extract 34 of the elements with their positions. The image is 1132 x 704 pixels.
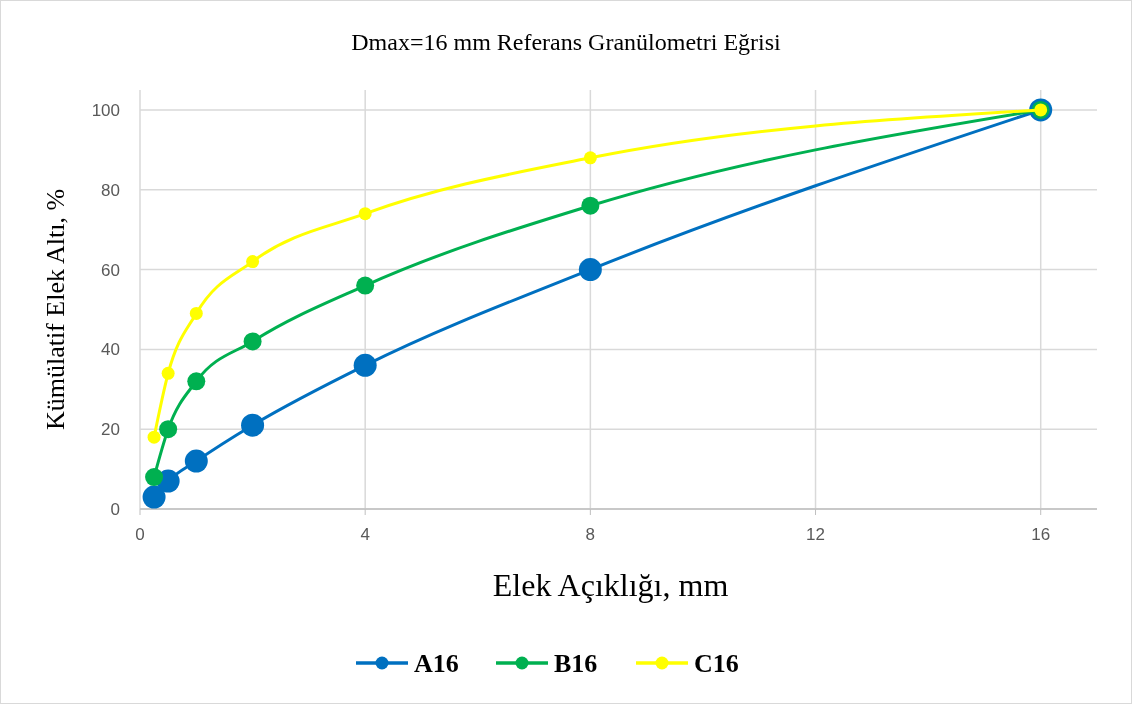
point [578,258,602,282]
point [184,449,208,473]
x-tick-label: 4 [360,525,370,544]
point [187,372,206,391]
y-tick-label: 0 [110,500,120,519]
point [145,468,164,487]
chart-title: Dmax=16 mm Referans Granülometri Eğrisi [351,29,782,55]
point [358,207,372,221]
point [241,413,265,437]
legend-label: B16 [554,649,598,678]
point [246,255,260,269]
point [356,276,375,295]
y-tick-label: 100 [91,100,120,120]
x-axis-title: Elek Açıklığı, mm [492,567,729,603]
legend-label: A16 [414,649,459,678]
point [581,196,600,215]
point [243,332,262,351]
point [189,306,203,320]
y-tick-label: 40 [101,340,120,360]
point [147,430,161,444]
y-tick-label: 60 [101,260,120,280]
point [583,151,597,165]
y-tick-label: 80 [101,180,120,200]
x-tick-label: 8 [585,525,596,544]
x-tick-label: 0 [135,525,145,544]
x-tick-label: 16 [1031,525,1051,544]
point [142,485,166,509]
point [161,366,175,380]
point [353,353,377,377]
y-tick-label: 20 [101,420,120,440]
point [159,420,178,439]
y-axis-title: Kümülatif Elek Altı, % [41,188,70,431]
legend-label: C16 [694,649,739,678]
x-tick-label: 12 [806,525,825,544]
